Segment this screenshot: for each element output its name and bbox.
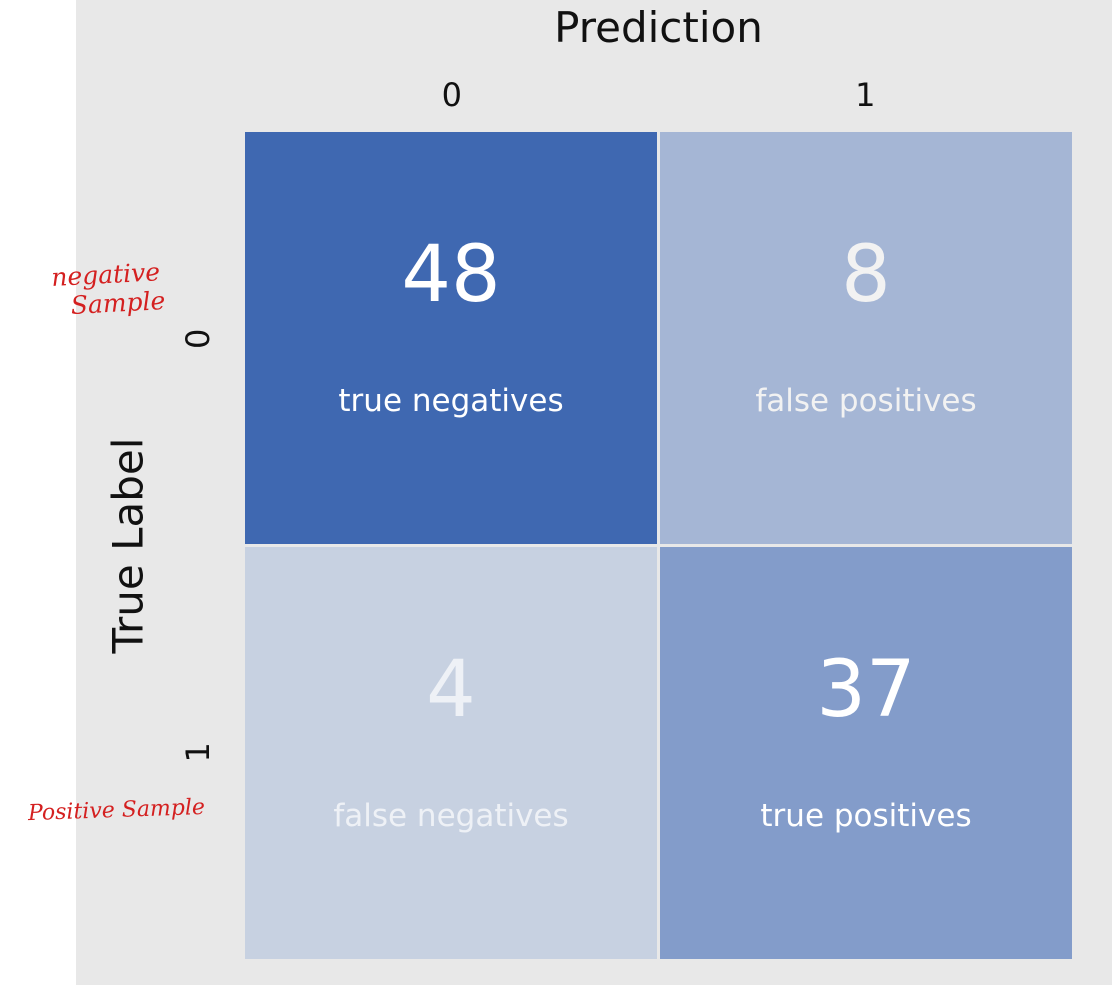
cell-r0c0 xyxy=(245,132,657,544)
x-tick-label-1: 1 xyxy=(855,76,875,114)
negative-annotation-line1: negative xyxy=(50,257,161,292)
cell-value-r1c0: 4 xyxy=(426,645,476,735)
x-axis-title: Prediction xyxy=(554,3,763,52)
cell-value-r1c1: 37 xyxy=(816,645,915,735)
negative-sample-annotation: negative Sample xyxy=(50,257,166,320)
x-tick-label-0: 0 xyxy=(442,76,462,114)
cell-r0c1 xyxy=(660,132,1072,544)
cell-value-r0c0: 48 xyxy=(401,230,500,320)
cell-label-r1c1: true positives xyxy=(760,798,971,834)
y-tick-label-1: 1 xyxy=(179,742,217,762)
cell-r1c0 xyxy=(245,547,657,959)
cell-label-r1c0: false negatives xyxy=(333,798,568,834)
y-tick-label-0: 0 xyxy=(179,329,217,349)
y-axis-title: True Label xyxy=(104,438,153,655)
cell-label-r0c1: false positives xyxy=(755,383,976,419)
cell-label-r0c0: true negatives xyxy=(338,383,563,419)
negative-annotation-line2: Sample xyxy=(70,286,166,320)
cell-r1c1 xyxy=(660,547,1072,959)
cell-value-r0c1: 8 xyxy=(841,230,891,320)
